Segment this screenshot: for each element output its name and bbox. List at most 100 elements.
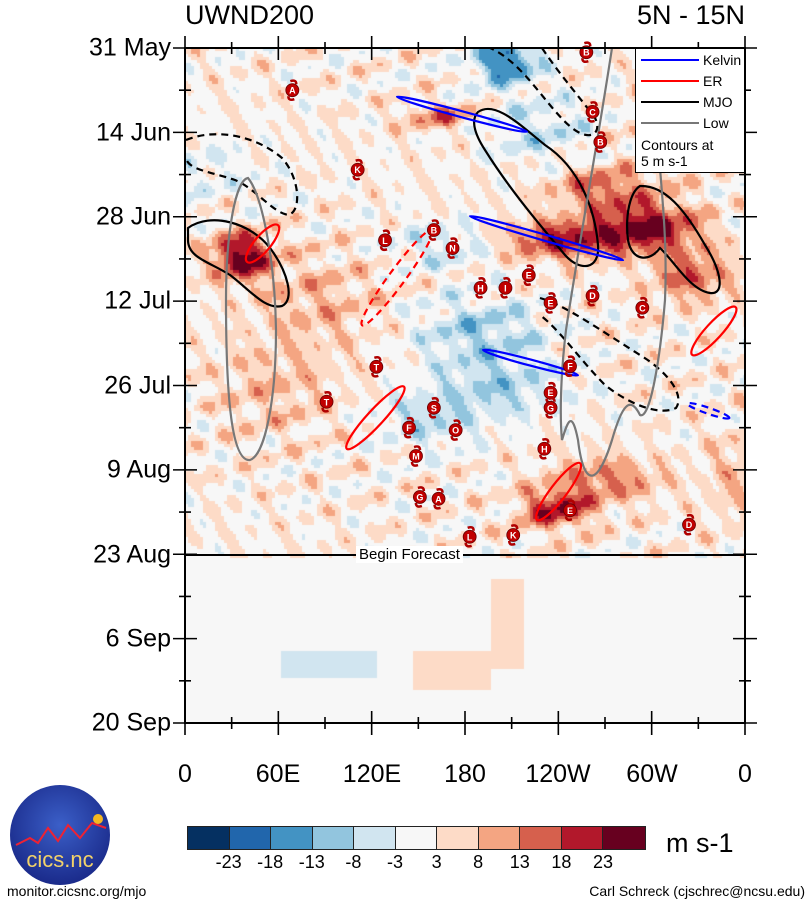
storm-marker: T xyxy=(369,356,384,378)
colorbar-label: 3 xyxy=(431,852,442,872)
storm-icon xyxy=(539,437,550,460)
kelvin-swatch xyxy=(641,59,699,61)
storm-label: B xyxy=(583,48,590,58)
storm-marker: C xyxy=(585,101,600,123)
kelvin-contour xyxy=(686,401,731,420)
storm-marker: B xyxy=(579,41,594,64)
legend-note-line: 5 m s-1 xyxy=(641,153,688,169)
source-url[interactable]: monitor.cicsnc.org/mjo xyxy=(7,883,147,899)
legend-item-kelvin: Kelvin xyxy=(641,51,741,69)
storm-label: B xyxy=(597,138,604,148)
storm-marker: E xyxy=(521,264,536,287)
storm-dot xyxy=(462,529,477,544)
colorbar-swatch xyxy=(188,827,230,849)
legend-label: MJO xyxy=(703,94,733,110)
storm-icon xyxy=(475,277,486,299)
storm-icon xyxy=(428,219,440,241)
storm-marker: G xyxy=(543,396,558,419)
colorbar-label: 8 xyxy=(473,852,484,872)
storm-label: E xyxy=(548,388,554,398)
storm-dot xyxy=(285,83,300,98)
kelvin-contour xyxy=(468,214,625,262)
legend-label: Low xyxy=(703,115,729,131)
colorbar-swatch xyxy=(520,827,562,849)
storm-marker: L xyxy=(378,229,392,252)
storm-label: A xyxy=(289,86,296,96)
storm-marker: H xyxy=(537,437,552,460)
storm-dot xyxy=(369,359,384,374)
storm-marker: T xyxy=(319,390,334,413)
storm-dot xyxy=(537,441,552,456)
storm-dot xyxy=(412,490,427,504)
contours xyxy=(184,46,721,477)
storm-dot xyxy=(350,162,365,177)
storm-marker: K xyxy=(506,524,521,546)
storm-icon xyxy=(587,284,598,307)
chart-region: 5N - 15N xyxy=(636,0,745,30)
y-tick-label: 23 Aug xyxy=(93,540,171,569)
storm-dot xyxy=(585,104,600,119)
begin-forecast-label: Begin Forecast xyxy=(356,546,463,563)
storm-label: D xyxy=(686,520,693,530)
storm-icon xyxy=(637,296,648,319)
storm-marker: B xyxy=(593,131,608,153)
storm-dot xyxy=(521,268,536,283)
mjo-contour-dashed xyxy=(539,296,680,412)
storm-icon xyxy=(564,355,576,378)
er-contour xyxy=(690,305,738,357)
y-tick-label: 26 Jul xyxy=(104,371,171,400)
storm-dot xyxy=(682,517,696,532)
logo-text: cics.nc xyxy=(26,847,93,872)
storm-label: C xyxy=(639,303,646,313)
storm-marker: I xyxy=(498,277,513,299)
y-tick-label: 31 May xyxy=(89,33,171,62)
legend-note-line: Contours at xyxy=(641,137,714,153)
x-tick-label: 60E xyxy=(255,760,301,788)
kelvin-contour xyxy=(481,348,580,377)
storm-icon xyxy=(352,158,363,181)
storm-label: K xyxy=(510,530,517,540)
storm-marker: M xyxy=(409,445,423,467)
storm-icon xyxy=(587,101,598,123)
colorbar-swatch xyxy=(561,827,603,849)
storm-icon xyxy=(447,237,458,259)
storm-dot xyxy=(426,223,441,237)
colorbar-label: 23 xyxy=(592,852,614,872)
storm-dot xyxy=(426,400,441,415)
legend-label: ER xyxy=(703,73,723,89)
storm-icon xyxy=(683,513,695,536)
storm-dot xyxy=(635,300,650,315)
storm-label: I xyxy=(504,283,507,293)
storm-label: D xyxy=(589,291,596,301)
storm-icon xyxy=(523,264,535,287)
storm-dot xyxy=(431,491,446,506)
storm-marker: L xyxy=(462,525,477,548)
y-tick-label: 20 Sep xyxy=(91,708,171,737)
storm-label: E xyxy=(548,298,554,308)
legend: Kelvin ER MJO Low Contours at 5 m s-1 xyxy=(635,48,745,173)
legend-label: Kelvin xyxy=(703,52,742,68)
er-swatch xyxy=(641,80,699,82)
storm-label: O xyxy=(452,426,459,436)
storm-dot xyxy=(506,528,521,542)
kelvin-contour xyxy=(395,95,529,134)
mjo-contour xyxy=(473,107,600,268)
storm-label: G xyxy=(416,492,423,502)
storm-marker: D xyxy=(585,284,600,307)
storm-dot xyxy=(563,359,577,374)
mjo-contour xyxy=(626,184,721,295)
storm-marker: C xyxy=(635,296,650,319)
y-tick-label: 9 Aug xyxy=(107,455,171,484)
storm-marker: F xyxy=(563,355,577,378)
storm-label: L xyxy=(382,236,388,246)
storm-dot xyxy=(543,296,558,310)
low-contour xyxy=(224,176,278,462)
storm-marker: A xyxy=(285,79,300,101)
colorbar-label: 13 xyxy=(509,852,530,872)
x-tick-label: 0 xyxy=(178,760,192,788)
legend-item-er: ER xyxy=(641,72,722,90)
mjo-contour-dashed xyxy=(489,46,599,137)
y-tick-label: 14 Jun xyxy=(95,118,171,147)
storm-dot xyxy=(563,503,577,518)
